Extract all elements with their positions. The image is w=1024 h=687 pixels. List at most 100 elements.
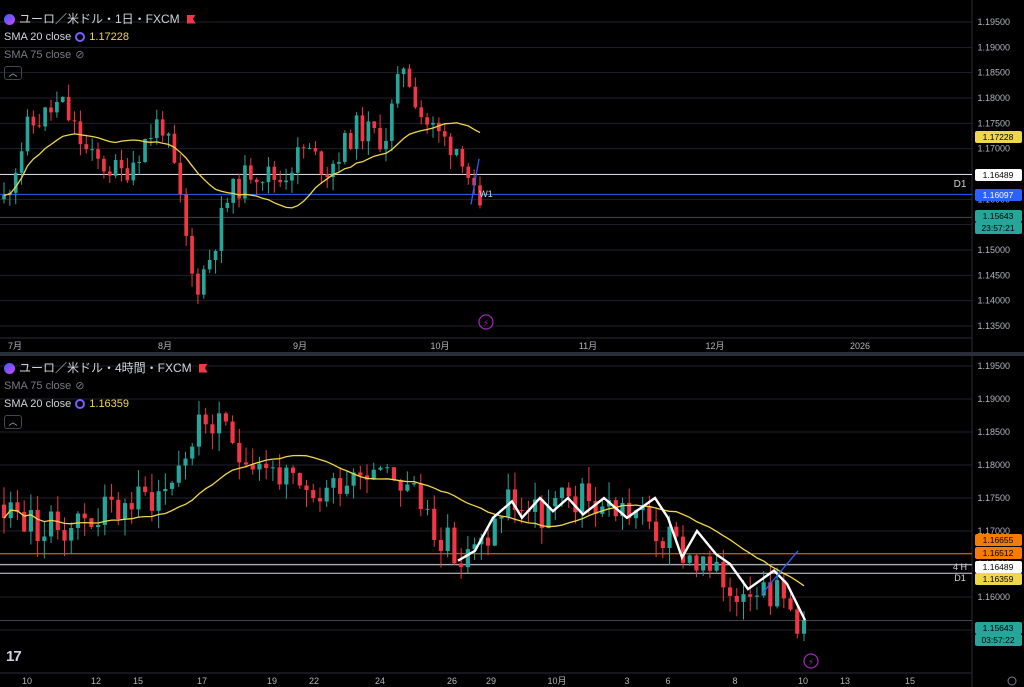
candle-body xyxy=(69,528,74,541)
candle-body xyxy=(35,510,40,542)
indicator-sma75[interactable]: SMA 75 close ⊘ xyxy=(4,377,208,395)
lightning-glyph: ⚡ xyxy=(483,318,489,328)
candle-body xyxy=(694,555,699,571)
candle-body xyxy=(84,144,89,150)
indicator-label: SMA 20 close xyxy=(4,31,72,43)
candle-body xyxy=(243,165,247,199)
time-axis-label: 15 xyxy=(905,676,915,686)
candle-body xyxy=(761,582,766,596)
candle-body xyxy=(223,413,228,422)
candle-body xyxy=(190,235,194,274)
candle-body xyxy=(472,544,477,550)
price-tag-label: 1.15643 xyxy=(983,211,1014,221)
candle-body xyxy=(788,598,793,610)
indicator-settings-icon[interactable] xyxy=(75,32,86,42)
candle-body xyxy=(437,122,441,132)
candle-body xyxy=(432,508,437,540)
candle-body xyxy=(358,472,363,476)
indicator-settings-icon[interactable] xyxy=(75,399,86,409)
candle-body xyxy=(454,148,459,156)
candle-body xyxy=(190,446,195,459)
candle-body xyxy=(143,138,147,163)
candle-body xyxy=(775,580,780,607)
candle-body xyxy=(566,487,571,497)
candle-body xyxy=(43,107,47,127)
candle-body xyxy=(343,132,347,162)
candle-body xyxy=(113,159,118,176)
time-axis-label: 10月 xyxy=(547,676,566,686)
h4-chart-pane[interactable]: 1.19500 1.19000 1.18500 1.18000 1.17500 1.170… xyxy=(0,356,1024,687)
time-axis-label: 19 xyxy=(267,676,277,686)
candle-body xyxy=(391,467,396,480)
flag-icon[interactable] xyxy=(186,14,196,24)
candle-body xyxy=(586,483,591,502)
candle-body xyxy=(472,177,476,186)
price-tag xyxy=(975,534,1022,546)
candle-body xyxy=(727,587,733,596)
candle-body xyxy=(418,483,423,510)
candle-body xyxy=(129,503,134,510)
price-tag xyxy=(975,210,1022,222)
price-tag xyxy=(975,222,1022,234)
candle-body xyxy=(257,463,262,470)
price-tag xyxy=(975,634,1022,646)
candle-body xyxy=(748,594,753,597)
h4-chart-canvas[interactable]: 1.19500 1.19000 1.18500 1.18000 1.17500 1.170… xyxy=(0,356,1024,687)
time-axis-label: 10月 xyxy=(430,341,449,351)
candle-body xyxy=(407,68,412,87)
candle-body xyxy=(1,504,7,519)
flag-icon[interactable] xyxy=(198,363,208,373)
eye-hidden-icon[interactable]: ⊘ xyxy=(75,49,85,61)
candle-body xyxy=(116,499,121,520)
daily-chart-pane[interactable]: 1.19500 1.19000 1.18500 1.18000 1.17500 1.170… xyxy=(0,0,1024,352)
legend-collapse-button[interactable]: ︿ xyxy=(4,66,22,80)
price-scale-label: 1.16000 xyxy=(977,592,1010,602)
candle-body xyxy=(442,131,447,137)
time-axis-label: 10 xyxy=(22,676,32,686)
candle-body xyxy=(176,465,181,483)
trendline xyxy=(761,550,799,595)
price-tag xyxy=(975,622,1022,634)
candle-body xyxy=(125,168,130,181)
legend-collapse-button[interactable]: ︿ xyxy=(4,415,22,429)
candle-body xyxy=(701,556,706,571)
candle-body xyxy=(398,479,403,491)
candle-body xyxy=(66,96,71,121)
candle-body xyxy=(278,179,283,183)
candle-body xyxy=(149,492,154,511)
sma-20-line xyxy=(3,454,805,587)
tradingview-logo[interactable]: 17 xyxy=(6,648,22,665)
indicator-sma20[interactable]: SMA 20 close 1.16359 xyxy=(4,395,208,413)
candle-body xyxy=(466,166,471,178)
candle-body xyxy=(203,414,208,425)
candle-body xyxy=(633,510,639,519)
candle-body xyxy=(593,501,598,514)
candle-body xyxy=(485,537,491,546)
level-label-d1: D1 xyxy=(954,573,966,583)
candle-body xyxy=(237,178,241,199)
chart-title[interactable]: ユーロ／米ドル・4時間・FXCM xyxy=(19,361,192,375)
price-scale-label: 1.17500 xyxy=(977,118,1010,128)
price-tag-label: 1.15643 xyxy=(983,623,1014,633)
candle-body xyxy=(169,482,175,489)
price-scale-label: 1.14000 xyxy=(977,296,1010,306)
candle-body xyxy=(366,121,371,142)
candle-body xyxy=(55,511,60,531)
candle-body xyxy=(419,107,424,118)
indicator-sma20[interactable]: SMA 20 close 1.17228 xyxy=(4,28,196,46)
chart-title[interactable]: ユーロ／米ドル・1日・FXCM xyxy=(19,12,180,26)
candle-body xyxy=(213,250,218,260)
price-scale-label: 1.19000 xyxy=(977,42,1010,52)
pane-separator[interactable] xyxy=(0,352,1024,356)
candle-body xyxy=(714,561,719,571)
candle-body xyxy=(687,555,692,563)
daily-chart-canvas[interactable]: 1.19500 1.19000 1.18500 1.18000 1.17500 1.170… xyxy=(0,0,1024,352)
candle-body xyxy=(412,483,417,485)
eye-hidden-icon[interactable]: ⊘ xyxy=(75,380,85,392)
candle-body xyxy=(499,516,504,519)
indicator-value: 1.16359 xyxy=(89,398,130,410)
candle-body xyxy=(348,132,353,150)
indicator-sma75[interactable]: SMA 75 close ⊘ xyxy=(4,46,196,64)
time-axis-label: 10 xyxy=(798,676,808,686)
level-label-4h: 4 H xyxy=(953,562,967,572)
